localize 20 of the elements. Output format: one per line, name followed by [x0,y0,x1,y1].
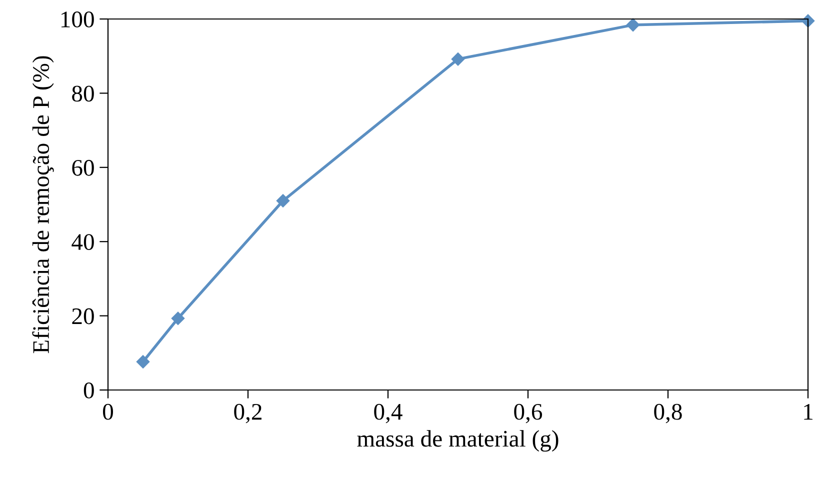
x-tick-label: 0,2 [234,404,262,424]
point [171,312,185,325]
y-axis-title: Eficiência de remoção de P (%) [32,56,54,354]
point [136,355,150,368]
y-tick-label: 0 [84,382,94,398]
point [451,52,465,66]
x-axis-title: massa de material (g) [357,430,558,452]
x-tick-label: 0 [102,404,114,420]
x-tick-label: 1 [804,404,812,420]
y-tick-label: 60 [72,160,94,176]
point [801,14,815,28]
x-tick-label: 0,6 [514,404,542,424]
y-tick-label: 40 [72,234,94,250]
y-tick-label: 80 [72,86,94,102]
point [276,194,290,208]
y-tick-label: 20 [72,308,94,324]
y-tick-label: 100 [61,11,94,28]
point [626,18,640,32]
x-tick-label: 0,8 [654,404,682,424]
x-tick-label: 0,4 [374,404,402,424]
